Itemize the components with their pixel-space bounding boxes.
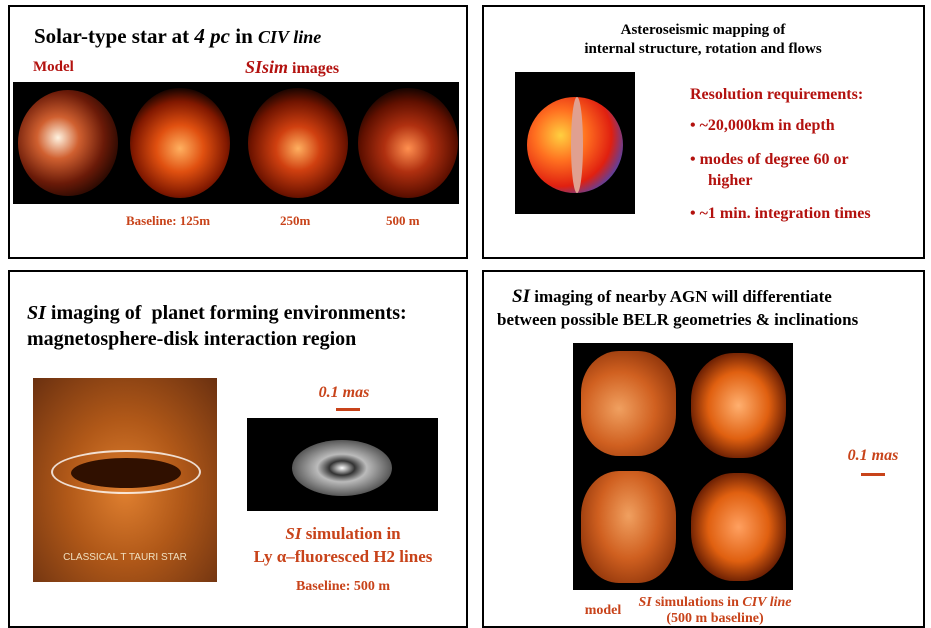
bullet-text: higher — [708, 172, 753, 189]
panel — [482, 5, 925, 259]
model-image — [581, 351, 676, 456]
caption: Ly α–fluoresced H2 lines — [254, 547, 433, 567]
bullet-text: ~1 min. integration times — [699, 205, 871, 222]
title-text: CIV line — [258, 27, 322, 47]
panel-title: magnetosphere-disk interaction region — [27, 328, 357, 350]
bullet: • modes of degree 60 or — [690, 151, 849, 168]
panel-title: SI imaging of nearby AGN will differenti… — [512, 286, 832, 308]
scale-label: 0.1 mas — [319, 384, 370, 402]
label-text: SIsim — [245, 57, 289, 77]
label: SIsim images — [245, 57, 339, 78]
panel-title: internal structure, rotation and flows — [584, 41, 822, 57]
caption: (500 m baseline) — [666, 611, 764, 626]
scale-bar — [336, 408, 360, 411]
panel — [8, 5, 468, 259]
caption-text: SI — [638, 595, 652, 610]
bullet: • ~20,000km in depth — [690, 117, 835, 134]
caption-text: CIV line — [742, 595, 792, 610]
baseline-label: 500 m — [386, 213, 420, 228]
title-text: SI — [27, 302, 46, 324]
caption-text: simulations in — [655, 595, 739, 610]
scale-text: 0.1 mas — [318, 384, 370, 401]
image — [358, 88, 458, 198]
caption-text: α–fluoresced H2 lines — [276, 547, 433, 566]
cutaway — [571, 97, 583, 193]
caption: Baseline: 500 m — [295, 579, 391, 594]
image: CLASSICAL T TAURI STAR — [33, 378, 217, 582]
panel — [8, 270, 468, 628]
image — [18, 90, 118, 196]
disk-sim — [292, 440, 392, 496]
title-text: imaging of planet forming environments: — [50, 302, 407, 324]
image-strip — [13, 82, 459, 204]
heading: Resolution requirements: — [690, 86, 864, 103]
title-text: in — [235, 24, 253, 48]
caption: model — [584, 603, 622, 618]
bullet: • ~1 min. integration times — [690, 205, 871, 222]
image — [247, 418, 438, 511]
scale-text: 0.1 mas — [847, 447, 899, 464]
bullet-text: ~20,000km in depth — [699, 117, 835, 134]
label: Model — [33, 59, 74, 75]
caption: SI simulations in CIV line — [638, 595, 791, 611]
baseline-label: Baseline: 125m — [126, 213, 211, 228]
sim-image — [691, 473, 786, 581]
title-text: 4 pc — [194, 24, 230, 48]
baseline-label: 250m — [280, 213, 311, 228]
image — [248, 88, 348, 198]
scale-bar — [861, 473, 885, 476]
caption-text: SI — [285, 524, 302, 543]
title-text: Solar-type star at — [34, 24, 190, 48]
label-text: images — [292, 60, 340, 77]
panel-title: between possible BELR geometries & incli… — [497, 310, 859, 329]
image — [130, 88, 230, 198]
caption: SI simulation in — [285, 524, 400, 544]
image — [573, 343, 793, 590]
title-text: imaging of nearby AGN will differentiate — [534, 287, 832, 306]
image — [515, 72, 635, 214]
sim-image — [691, 353, 786, 458]
panel-title: Solar-type star at 4 pc in CIV line — [34, 24, 321, 49]
model-image — [581, 471, 676, 583]
panel — [482, 270, 925, 628]
title-text: SI — [512, 286, 530, 307]
ring — [51, 450, 201, 494]
scale-label: 0.1 mas — [848, 447, 899, 465]
caption-text: simulation in — [305, 524, 401, 543]
caption-text: Ly — [253, 547, 273, 566]
panel-title: SI imaging of planet forming environment… — [27, 302, 407, 325]
image-caption: CLASSICAL T TAURI STAR — [63, 552, 187, 563]
panel-title: Asteroseismic mapping of — [620, 22, 786, 38]
bullet-text: modes of degree 60 or — [699, 151, 849, 168]
